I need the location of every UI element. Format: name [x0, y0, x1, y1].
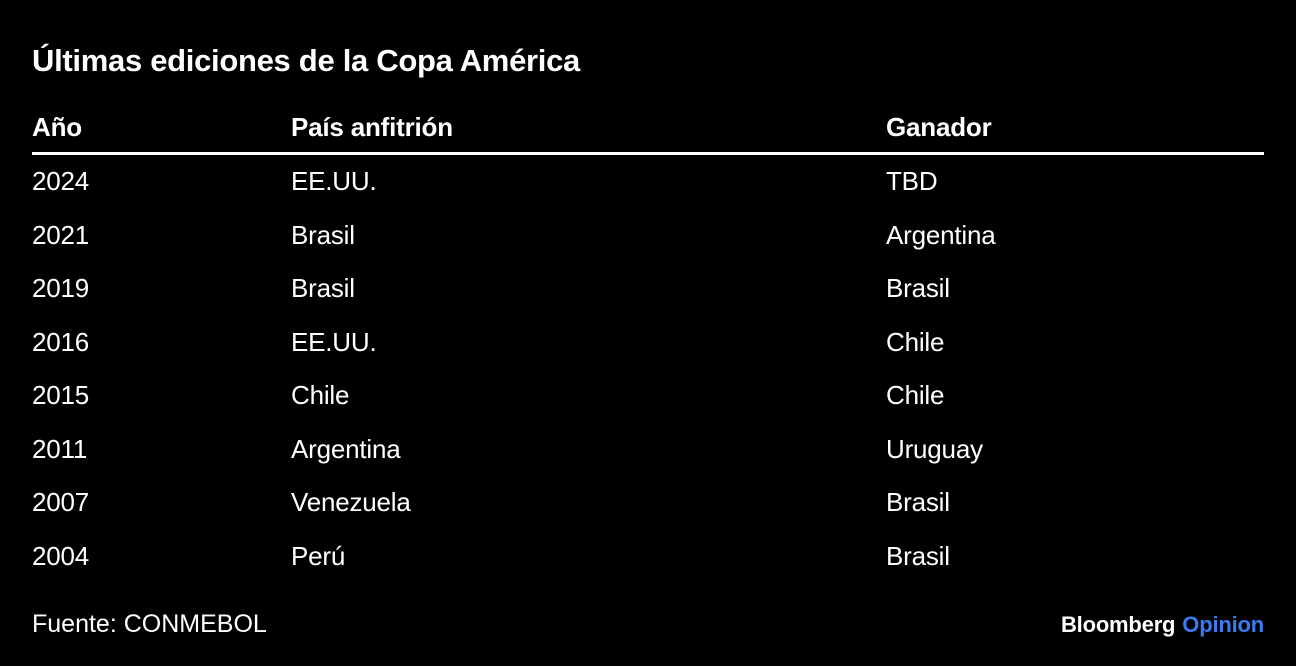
cell-year: 2011 [32, 433, 88, 464]
table-row: 2007 Venezuela Brasil [32, 476, 1264, 530]
table-row: 2021 Brasil Argentina [32, 209, 1264, 263]
cell-host-country: Brasil [291, 273, 355, 304]
cell-host-country: Chile [291, 380, 350, 411]
table-body: 2024 EE.UU. TBD 2021 Brasil Argentina 2019 Bras… [32, 155, 1264, 583]
cell-host-country: Perú [291, 540, 346, 571]
table-header-row: Año País anfitrión Ganador [32, 112, 1264, 155]
cell-year: 2019 [32, 273, 90, 304]
column-header-year: Año [32, 112, 82, 142]
cell-host-country: Argentina [291, 433, 401, 464]
table-row: 2016 EE.UU. Chile [32, 316, 1264, 370]
footer: Fuente: CONMEBOL Bloomberg Opinion [32, 610, 1264, 639]
cell-winner: Brasil [886, 540, 950, 571]
bloomberg-opinion-logo: Bloomberg Opinion [1061, 612, 1264, 638]
table-row: 2024 EE.UU. TBD [32, 155, 1264, 209]
cell-year: 2024 [32, 166, 90, 197]
cell-winner: Chile [886, 380, 945, 411]
cell-host-country: EE.UU. [291, 166, 377, 197]
cell-year: 2004 [32, 540, 90, 571]
table-row: 2015 Chile Chile [32, 369, 1264, 423]
cell-year: 2016 [32, 326, 90, 357]
cell-year: 2021 [32, 219, 90, 250]
cell-winner: Uruguay [886, 433, 983, 464]
table-row: 2004 Perú Brasil [32, 530, 1264, 584]
cell-year: 2007 [32, 487, 90, 518]
cell-year: 2015 [32, 380, 90, 411]
cell-host-country: Venezuela [291, 487, 411, 518]
cell-host-country: EE.UU. [291, 326, 377, 357]
cell-host-country: Brasil [291, 219, 355, 250]
column-header-winner: Ganador [886, 112, 992, 142]
source-note: Fuente: CONMEBOL [32, 610, 267, 638]
column-header-host-country: País anfitrión [291, 112, 453, 142]
page-title: Últimas ediciones de la Copa América [32, 43, 580, 78]
opinion-wordmark: Opinion [1182, 612, 1264, 637]
table-row: 2011 Argentina Uruguay [32, 423, 1264, 477]
table-row: 2019 Brasil Brasil [32, 262, 1264, 316]
cell-winner: Chile [886, 326, 945, 357]
cell-winner: Brasil [886, 487, 950, 518]
cell-winner: TBD [886, 166, 938, 197]
bloomberg-wordmark: Bloomberg [1060, 612, 1176, 637]
cell-winner: Argentina [886, 219, 996, 250]
cell-winner: Brasil [886, 273, 950, 304]
